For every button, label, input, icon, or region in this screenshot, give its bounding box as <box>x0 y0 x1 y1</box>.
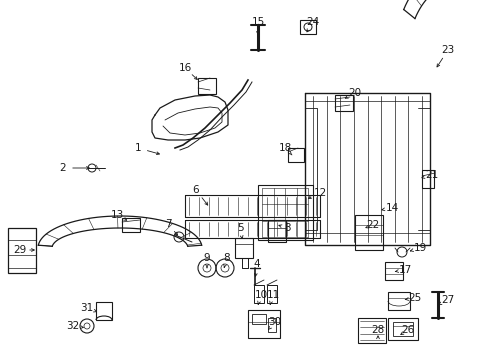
Bar <box>354 215 382 250</box>
Text: 1: 1 <box>134 143 141 153</box>
Bar <box>387 292 409 310</box>
Text: 13: 13 <box>110 210 123 220</box>
Text: 14: 14 <box>385 203 398 213</box>
Bar <box>421 170 433 188</box>
Bar <box>299 20 315 34</box>
Bar <box>122 218 140 232</box>
Text: 2: 2 <box>60 163 66 173</box>
Text: 19: 19 <box>412 243 426 253</box>
Text: 15: 15 <box>251 17 264 27</box>
Text: 24: 24 <box>306 17 319 27</box>
Text: 11: 11 <box>266 290 279 300</box>
Bar <box>247 310 280 338</box>
Text: 17: 17 <box>398 265 411 275</box>
Text: 4: 4 <box>253 259 260 269</box>
Text: 7: 7 <box>164 219 171 229</box>
Bar <box>267 318 275 332</box>
Text: 23: 23 <box>441 45 454 55</box>
Text: 9: 9 <box>203 253 210 263</box>
Bar <box>96 302 112 320</box>
Text: 18: 18 <box>278 143 291 153</box>
Bar <box>198 78 216 94</box>
Text: 32: 32 <box>66 321 80 331</box>
Bar <box>251 314 265 324</box>
Bar <box>387 318 417 340</box>
Text: 21: 21 <box>425 170 438 180</box>
Bar <box>258 185 312 240</box>
Text: 10: 10 <box>254 290 267 300</box>
Text: 31: 31 <box>80 303 93 313</box>
Bar <box>8 228 36 273</box>
Text: 5: 5 <box>236 223 243 233</box>
Text: 6: 6 <box>192 185 199 195</box>
Text: 3: 3 <box>283 223 290 233</box>
Text: 8: 8 <box>223 253 230 263</box>
Bar <box>267 220 285 242</box>
Bar <box>392 322 412 336</box>
Text: 26: 26 <box>401 325 414 335</box>
Bar <box>334 95 352 111</box>
Bar <box>253 285 264 303</box>
Text: 25: 25 <box>407 293 421 303</box>
Text: 12: 12 <box>313 188 326 198</box>
Text: 27: 27 <box>441 295 454 305</box>
Bar <box>287 148 304 162</box>
Text: 30: 30 <box>268 317 281 327</box>
Text: 16: 16 <box>178 63 191 73</box>
Bar <box>384 262 402 280</box>
Text: 20: 20 <box>348 88 361 98</box>
Text: 22: 22 <box>366 220 379 230</box>
Bar <box>235 238 252 258</box>
Text: 28: 28 <box>370 325 384 335</box>
Bar <box>357 318 385 343</box>
Text: 29: 29 <box>13 245 26 255</box>
Bar <box>266 285 276 303</box>
